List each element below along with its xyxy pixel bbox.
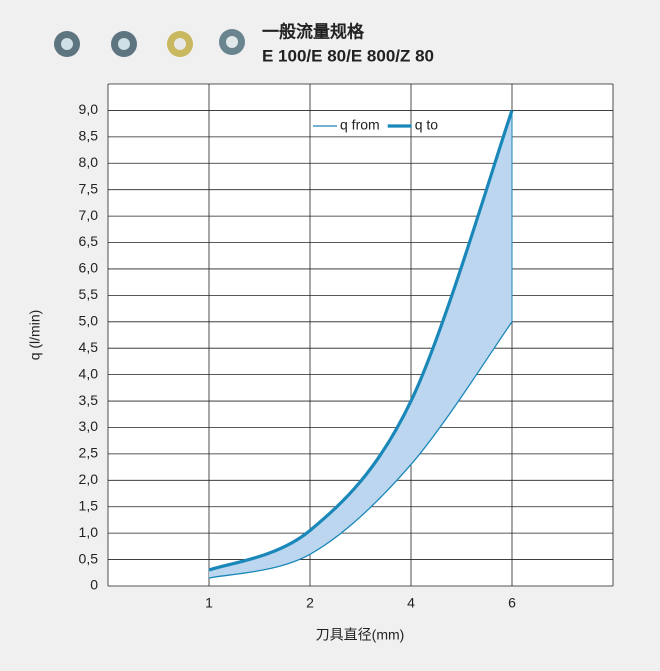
y-tick-label: 1,0 — [79, 524, 99, 540]
y-tick-label: 3,0 — [79, 418, 99, 434]
legend-label: q to — [415, 117, 439, 133]
y-tick-label: 7,5 — [79, 180, 99, 196]
y-tick-label: 8,5 — [79, 128, 99, 144]
icons — [54, 29, 245, 57]
series-line — [208, 321, 513, 579]
x-tick-label: 6 — [508, 595, 516, 611]
x-axis-label: 刀具直径(mm) — [316, 627, 405, 643]
x-tick-label: 1 — [205, 595, 213, 611]
y-tick-label: 4,0 — [79, 365, 99, 381]
y-tick-label: 0 — [90, 577, 98, 593]
y-axis-label: q (l/min) — [27, 310, 43, 361]
y-tick-label: 0,5 — [79, 550, 99, 566]
y-tick-label: 2,0 — [79, 471, 99, 487]
y-tick-label: 5,5 — [79, 286, 99, 302]
x-tick-label: 2 — [306, 595, 314, 611]
y-tick-label: 6,0 — [79, 260, 99, 276]
y-tick-label: 5,0 — [79, 312, 99, 328]
y-tick-label: 2,5 — [79, 445, 99, 461]
legend-label: q from — [340, 117, 380, 133]
y-tick-label: 6,5 — [79, 233, 99, 249]
y-tick-label: 9,0 — [79, 101, 99, 117]
y-tick-label: 7,0 — [79, 207, 99, 223]
subtitle: E 100/E 80/E 800/Z 80 — [262, 46, 434, 65]
y-tick-label: 8,0 — [79, 154, 99, 170]
range-fill — [209, 110, 512, 579]
title: 一般流量规格 — [262, 21, 365, 41]
y-tick-label: 1,5 — [79, 497, 99, 513]
x-tick-label: 4 — [407, 595, 415, 611]
y-tick-label: 3,5 — [79, 392, 99, 408]
series-line — [208, 109, 514, 572]
y-tick-label: 4,5 — [79, 339, 99, 355]
